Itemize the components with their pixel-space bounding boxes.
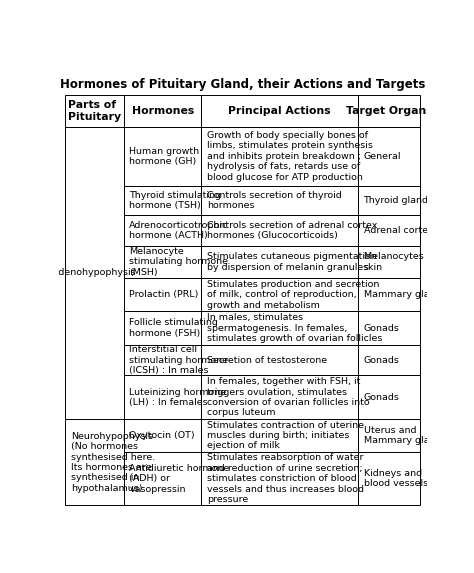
Text: Controls secretion of thyroid
hormones: Controls secretion of thyroid hormones <box>207 191 342 210</box>
Bar <box>65 419 124 505</box>
Text: Gonads: Gonads <box>364 356 400 365</box>
Text: Follicle stimulating
hormone (FSH): Follicle stimulating hormone (FSH) <box>129 319 219 337</box>
Bar <box>358 95 420 127</box>
Text: In males, stimulates
spermatogenesis. In females,
stimulates growth of ovarian f: In males, stimulates spermatogenesis. In… <box>207 313 382 343</box>
Bar <box>124 419 201 452</box>
Text: Secretion of testosterone: Secretion of testosterone <box>207 356 327 365</box>
Bar <box>358 245 420 278</box>
Bar <box>65 95 124 127</box>
Text: Melanocytes in
skin: Melanocytes in skin <box>364 252 435 272</box>
Text: Thyroid gland: Thyroid gland <box>364 196 428 205</box>
Text: Parts of
Pituitary: Parts of Pituitary <box>68 100 121 121</box>
Bar <box>201 375 358 419</box>
Text: Gonads: Gonads <box>364 393 400 402</box>
Bar <box>358 452 420 505</box>
Bar <box>201 215 358 245</box>
Text: Adrenocorticotrophic
hormone (ACTH): Adrenocorticotrophic hormone (ACTH) <box>129 221 228 240</box>
Text: Stimulates cutaneous pigmentation
by dispersion of melanin granules: Stimulates cutaneous pigmentation by dis… <box>207 252 376 272</box>
Bar <box>358 419 420 452</box>
Text: Antidiuretic hormone
(ADH) or
vasopressin: Antidiuretic hormone (ADH) or vasopressi… <box>129 464 230 493</box>
Text: Luteinizing hormone
(LH) : In females: Luteinizing hormone (LH) : In females <box>129 387 227 407</box>
Text: In females, together with FSH, it
triggers ovulation, stimulates
conversion of o: In females, together with FSH, it trigge… <box>207 377 369 417</box>
Text: Interstitial cell
stimulating hormone
(ICSH) : In males: Interstitial cell stimulating hormone (I… <box>129 346 228 375</box>
Bar <box>201 311 358 345</box>
Text: Stimulates contraction of uterine
muscles during birth; initiates
ejection of mi: Stimulates contraction of uterine muscle… <box>207 421 364 450</box>
Text: Neurohypophysis
(No hormones
synthesised here.
Its hormones are
synthesised in
h: Neurohypophysis (No hormones synthesised… <box>71 431 155 493</box>
Bar <box>124 452 201 505</box>
Text: Oxytocin (OT): Oxytocin (OT) <box>129 431 195 440</box>
Bar <box>124 186 201 215</box>
Text: Stimulates production and secretion
of milk, control of reproduction,
growth and: Stimulates production and secretion of m… <box>207 280 379 309</box>
Bar <box>358 127 420 186</box>
Bar <box>124 215 201 245</box>
Text: Controls secretion of adrenal cortex
hormones (Glucocorticoids): Controls secretion of adrenal cortex hor… <box>207 221 377 240</box>
Bar <box>124 345 201 375</box>
Text: Thyroid stimulating
hormone (TSH): Thyroid stimulating hormone (TSH) <box>129 191 221 210</box>
Bar <box>358 278 420 311</box>
Bar <box>124 311 201 345</box>
Bar <box>124 127 201 186</box>
Bar <box>201 245 358 278</box>
Bar <box>358 375 420 419</box>
Text: Hormones: Hormones <box>132 106 194 116</box>
Bar <box>201 452 358 505</box>
Text: Growth of body specially bones of
limbs, stimulates protein synthesis
and inhibi: Growth of body specially bones of limbs,… <box>207 131 373 182</box>
Text: Target Organs: Target Organs <box>346 106 433 116</box>
Bar <box>201 419 358 452</box>
Text: General: General <box>364 152 401 161</box>
Text: Prolactin (PRL): Prolactin (PRL) <box>129 290 199 299</box>
Bar <box>201 345 358 375</box>
Text: Human growth
hormone (GH): Human growth hormone (GH) <box>129 147 200 166</box>
Bar <box>124 245 201 278</box>
Text: Melanocyte
stimulating hormone
(MSH): Melanocyte stimulating hormone (MSH) <box>129 247 228 277</box>
Bar <box>65 127 124 419</box>
Bar <box>358 186 420 215</box>
Text: Uterus and
Mammary glands: Uterus and Mammary glands <box>364 426 446 445</box>
Text: Gonads: Gonads <box>364 324 400 332</box>
Text: Mammary glands: Mammary glands <box>364 290 446 299</box>
Bar <box>201 95 358 127</box>
Bar <box>201 278 358 311</box>
Text: Adenohypophysis: Adenohypophysis <box>53 268 137 277</box>
Bar <box>201 127 358 186</box>
Bar <box>124 278 201 311</box>
Text: Hormones of Pituitary Gland, their Actions and Targets: Hormones of Pituitary Gland, their Actio… <box>60 78 426 91</box>
Bar <box>358 345 420 375</box>
Text: Stimulates reabsorption of water
and reduction of urine secretion;
stimulates co: Stimulates reabsorption of water and red… <box>207 453 364 504</box>
Bar <box>358 311 420 345</box>
Bar <box>124 375 201 419</box>
Text: Principal Actions: Principal Actions <box>228 106 331 116</box>
Bar <box>358 215 420 245</box>
Text: Adrenal cortex: Adrenal cortex <box>364 226 433 235</box>
Bar <box>201 186 358 215</box>
Text: Kidneys and
blood vessels: Kidneys and blood vessels <box>364 469 428 488</box>
Bar <box>124 95 201 127</box>
